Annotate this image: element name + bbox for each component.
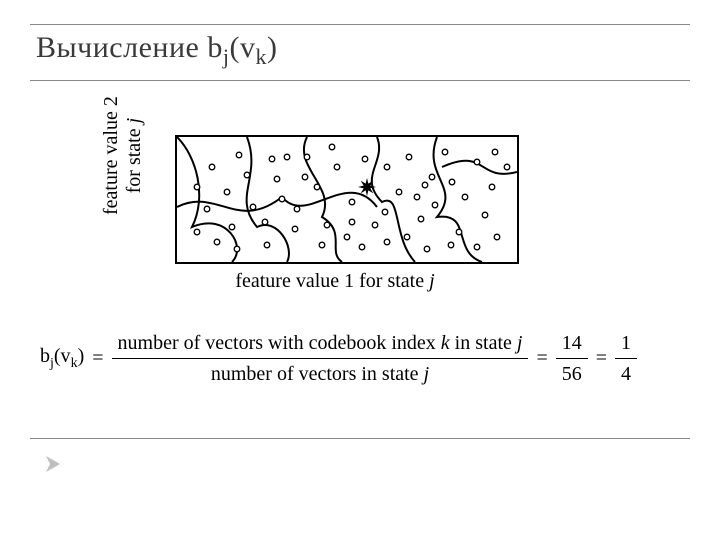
eq-3: =	[596, 347, 607, 370]
ylabel-line2: for state j	[123, 96, 146, 215]
title-b: b	[207, 31, 223, 64]
numeric-fraction-1: 14 56	[556, 330, 588, 387]
scatter-plot	[175, 135, 519, 264]
title-bar: Вычисление bj(vk)	[30, 24, 690, 81]
formula-row: bj(vk) = number of vectors with codebook…	[40, 330, 680, 387]
text-frac-num: number of vectors with codebook index k …	[112, 330, 529, 359]
voronoi-diagram: feature value 2 for state j feature valu…	[120, 135, 540, 295]
eq-1: =	[92, 347, 103, 370]
formula-lhs: bj(vk)	[40, 345, 84, 372]
title-k: k	[255, 44, 267, 69]
title-close: )	[267, 31, 278, 64]
slide-title: Вычисление bj(vk)	[36, 31, 277, 64]
text-fraction: number of vectors with codebook index k …	[112, 330, 529, 387]
title-open: (v	[229, 31, 255, 64]
numeric-fraction-2: 1 4	[615, 330, 637, 387]
eq-2: =	[536, 347, 547, 370]
text-frac-den: number of vectors in state j	[205, 359, 435, 387]
bullet-arrow-icon	[44, 454, 64, 474]
x-axis-label: feature value 1 for state j	[175, 270, 495, 293]
y-axis-label: feature value 2 for state j	[100, 96, 146, 215]
plot-svg	[177, 137, 517, 262]
title-prefix: Вычисление	[36, 31, 207, 64]
ylabel-line1: feature value 2	[100, 96, 122, 215]
bottom-rule	[30, 438, 690, 439]
